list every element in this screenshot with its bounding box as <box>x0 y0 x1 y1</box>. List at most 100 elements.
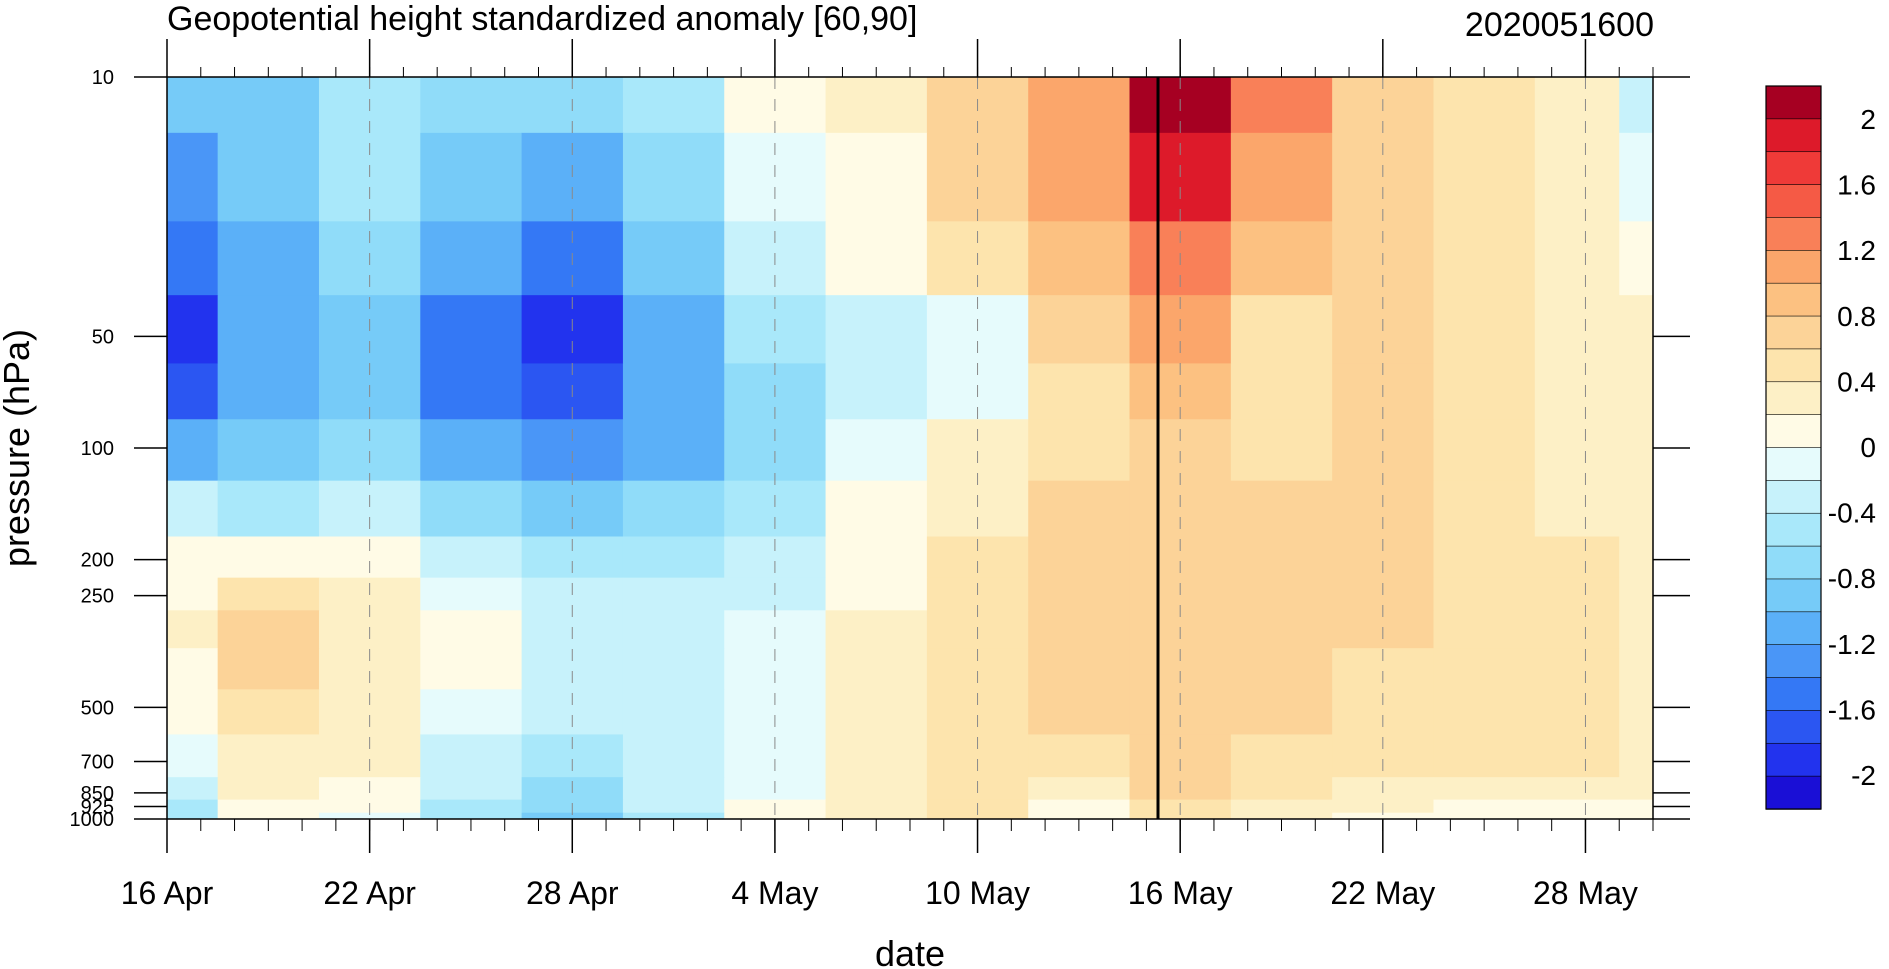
colorbar-label: -1.6 <box>1828 694 1876 725</box>
colorbar-swatch <box>1765 644 1822 679</box>
colorbar-swatch <box>1765 512 1822 547</box>
field-cell <box>217 77 320 134</box>
field-cell <box>217 221 320 296</box>
field-cell <box>1230 221 1333 296</box>
field-cell <box>724 419 827 482</box>
field-cell <box>724 812 827 820</box>
x-tick-label: 16 May <box>1128 875 1233 911</box>
field-cell <box>1230 363 1333 420</box>
field-cell <box>167 77 219 134</box>
field-cell <box>420 610 523 649</box>
field-cell <box>420 648 523 690</box>
field-cell <box>825 77 928 134</box>
field-cell <box>420 480 523 538</box>
chart-title: Geopotential height standardized anomaly… <box>167 0 917 38</box>
field-cell <box>167 132 219 222</box>
field-cell <box>1433 221 1536 296</box>
colorbar-swatch <box>1765 118 1822 153</box>
field-cell <box>420 363 523 420</box>
y-tick-label: 925 <box>81 796 114 818</box>
field-cell <box>1028 295 1131 364</box>
field-cell <box>1433 536 1536 579</box>
field-cell <box>825 610 928 649</box>
field-cell <box>825 536 928 579</box>
field-cell <box>420 295 523 364</box>
colorbar-swatch <box>1765 447 1822 482</box>
field-cell <box>1619 777 1654 801</box>
field-cell <box>622 777 725 801</box>
field-cell <box>1534 480 1620 538</box>
field-cell <box>1230 812 1333 820</box>
field-cell <box>825 419 928 482</box>
field-cell <box>622 812 725 820</box>
field-cell <box>217 577 320 611</box>
field-cell <box>1028 734 1131 778</box>
field-cell <box>420 132 523 222</box>
field-cell <box>1619 689 1654 735</box>
field-cell <box>1028 577 1131 611</box>
field-cell <box>825 295 928 364</box>
field-cell <box>217 536 320 579</box>
field-cell <box>1534 577 1620 611</box>
y-tick-label: 100 <box>81 438 114 460</box>
field-cell <box>1230 480 1333 538</box>
field-cell <box>217 295 320 364</box>
field-cell <box>167 689 219 735</box>
field-cell <box>1534 536 1620 579</box>
field-cell <box>1534 689 1620 735</box>
field-cell <box>1028 610 1131 649</box>
field-cell <box>1028 648 1131 690</box>
field-cell <box>1230 536 1333 579</box>
y-axis-label: pressure (hPa) <box>0 329 37 567</box>
colorbar-swatch <box>1765 151 1822 186</box>
field-cell <box>217 777 320 801</box>
field-cell <box>1028 480 1131 538</box>
colorbar-swatch <box>1765 578 1822 613</box>
field-cell <box>1433 295 1536 364</box>
field-cell <box>825 577 928 611</box>
field-cell <box>167 799 219 814</box>
field-cell <box>926 419 1029 482</box>
plot-area <box>166 76 1654 820</box>
field-cell <box>167 648 219 690</box>
colorbar-label: 0 <box>1860 432 1876 463</box>
x-tick-label: 4 May <box>731 875 818 911</box>
field-cell <box>1332 419 1434 482</box>
x-tick-label: 28 May <box>1533 875 1638 911</box>
x-tick-label: 28 Apr <box>526 875 619 911</box>
colorbar-label: -1.2 <box>1828 629 1876 660</box>
field-cell <box>1129 419 1232 482</box>
field-cell <box>1028 419 1131 482</box>
field-cell <box>1230 295 1333 364</box>
colorbar-label: 0.8 <box>1837 301 1876 332</box>
field-cell <box>622 419 725 482</box>
colorbar-swatch <box>1765 480 1822 514</box>
field-cell <box>1534 648 1620 690</box>
colorbar-label: 2 <box>1860 104 1876 135</box>
field-cell <box>1619 648 1654 690</box>
field-cell <box>622 799 725 814</box>
colorbar-swatch <box>1765 414 1822 449</box>
colorbar-swatch <box>1765 742 1822 777</box>
field-cell <box>1619 577 1654 611</box>
field-cell <box>1230 689 1333 735</box>
field-cell <box>1619 419 1654 482</box>
field-cell <box>622 480 725 538</box>
field-cell <box>1230 777 1333 801</box>
colorbar-label: 1.6 <box>1837 170 1876 201</box>
field-cell <box>167 734 219 778</box>
field-cell <box>1619 221 1654 296</box>
field-cell <box>217 689 320 735</box>
field-cell <box>420 577 523 611</box>
field-cell <box>1230 419 1333 482</box>
field-cell <box>1534 812 1620 820</box>
field-cell <box>420 221 523 296</box>
colorbar-swatch <box>1765 250 1822 284</box>
colorbar-swatch <box>1765 85 1822 120</box>
colorbar-label: -0.4 <box>1828 498 1876 529</box>
field-cell <box>825 363 928 420</box>
colorbar-swatch <box>1765 381 1822 416</box>
field-cell <box>167 610 219 649</box>
field-cell <box>1534 799 1620 814</box>
